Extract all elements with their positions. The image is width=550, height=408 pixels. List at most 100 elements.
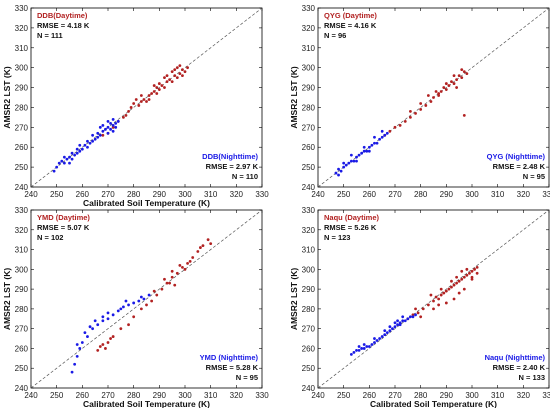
x-tick-label: 310 bbox=[491, 190, 505, 199]
daytime-point bbox=[175, 66, 179, 70]
daytime-point bbox=[439, 90, 443, 93]
daytime-point bbox=[173, 68, 177, 72]
nighttime-point bbox=[93, 319, 97, 323]
x-tick-label: 320 bbox=[517, 391, 531, 400]
daytime-point bbox=[444, 301, 448, 305]
daytime-point bbox=[181, 68, 184, 72]
nighttime-point bbox=[111, 123, 115, 127]
x-tick-label: 260 bbox=[363, 391, 377, 400]
x-tick-label: 280 bbox=[127, 391, 141, 400]
daytime-point bbox=[209, 242, 213, 246]
x-tick-label: 240 bbox=[311, 391, 325, 400]
daytime-point bbox=[432, 299, 435, 303]
daytime-point bbox=[181, 265, 184, 269]
daytime-point bbox=[460, 269, 464, 273]
daytime-point bbox=[170, 269, 174, 273]
nighttime-point bbox=[375, 339, 379, 342]
nighttime-point bbox=[137, 299, 141, 303]
daytime-point bbox=[173, 283, 177, 287]
nighttime-point bbox=[91, 139, 94, 143]
chart-panel-4: 240 250 260 270 280 290 300 310 320 330 240 250 260 2… bbox=[289, 206, 550, 408]
y-tick-label: 270 bbox=[302, 123, 316, 132]
nighttime-point bbox=[142, 297, 146, 301]
nighttime-label: DDB(Nighttime) bbox=[202, 152, 258, 161]
nighttime-point bbox=[398, 321, 402, 325]
nighttime-point bbox=[60, 159, 64, 163]
nighttime-point bbox=[139, 295, 143, 299]
daytime-point bbox=[465, 273, 469, 277]
daytime-point bbox=[96, 349, 100, 352]
daytime-point bbox=[475, 265, 479, 269]
x-tick-label: 240 bbox=[24, 190, 38, 199]
daytime-point bbox=[165, 80, 169, 83]
daytime-point bbox=[170, 275, 174, 279]
daytime-point bbox=[403, 119, 407, 123]
nighttime-point bbox=[360, 151, 364, 155]
nighttime-point bbox=[93, 137, 97, 141]
nighttime-n: N = 95 bbox=[523, 172, 545, 181]
daytime-label: YMD (Daytime) bbox=[37, 213, 90, 222]
nighttime-point bbox=[86, 145, 89, 149]
daytime-point bbox=[188, 260, 192, 263]
daytime-rmse: RMSE = 4.16 K bbox=[324, 21, 377, 30]
daytime-point bbox=[178, 263, 182, 267]
nighttime-point bbox=[337, 173, 340, 177]
nighttime-point bbox=[116, 309, 120, 313]
nighttime-point bbox=[385, 131, 389, 135]
daytime-point bbox=[465, 267, 469, 271]
daytime-label: QYG (Daytime) bbox=[324, 11, 377, 20]
y-tick-label: 270 bbox=[15, 123, 29, 132]
x-tick-label: 310 bbox=[204, 391, 218, 400]
nighttime-point bbox=[83, 143, 87, 147]
nighttime-point bbox=[70, 151, 74, 155]
nighttime-n: N = 133 bbox=[519, 373, 545, 382]
daytime-point bbox=[419, 102, 423, 105]
nighttime-point bbox=[91, 133, 94, 137]
daytime-point bbox=[173, 74, 177, 78]
y-tick-label: 280 bbox=[302, 305, 316, 314]
nighttime-point bbox=[334, 171, 338, 175]
daytime-point bbox=[163, 277, 166, 281]
daytime-point bbox=[468, 271, 471, 275]
daytime-point bbox=[111, 335, 115, 338]
daytime-rmse: RMSE = 4.18 K bbox=[37, 21, 90, 30]
nighttime-point bbox=[373, 135, 376, 139]
nighttime-point bbox=[406, 317, 410, 321]
daytime-point bbox=[442, 291, 446, 295]
y-tick-label: 290 bbox=[302, 84, 316, 93]
daytime-point bbox=[437, 92, 441, 95]
nighttime-point bbox=[337, 167, 340, 171]
y-tick-label: 270 bbox=[15, 325, 29, 334]
daytime-point bbox=[439, 287, 443, 291]
daytime-point bbox=[416, 311, 420, 315]
nighttime-n: N = 110 bbox=[232, 172, 258, 181]
y-tick-label: 310 bbox=[15, 44, 29, 53]
nighttime-point bbox=[383, 333, 387, 336]
nighttime-point bbox=[88, 325, 92, 329]
nighttime-rmse: RMSE = 2.48 K bbox=[493, 162, 546, 171]
y-tick-label: 260 bbox=[15, 143, 29, 152]
daytime-point bbox=[450, 285, 453, 289]
daytime-point bbox=[452, 74, 456, 78]
nighttime-point bbox=[96, 135, 100, 139]
daytime-point bbox=[139, 100, 143, 103]
nighttime-point bbox=[349, 153, 353, 157]
daytime-point bbox=[206, 238, 210, 242]
daytime-point bbox=[470, 277, 474, 281]
nighttime-point bbox=[380, 129, 384, 133]
nighttime-point bbox=[127, 303, 130, 307]
x-tick-label: 330 bbox=[255, 190, 269, 199]
y-tick-label: 320 bbox=[15, 226, 29, 235]
daytime-point bbox=[178, 72, 182, 76]
daytime-point bbox=[455, 78, 458, 81]
x-tick-label: 260 bbox=[76, 190, 90, 199]
daytime-rmse: RMSE = 5.07 K bbox=[37, 223, 90, 232]
daytime-point bbox=[109, 337, 112, 340]
nighttime-point bbox=[367, 149, 371, 153]
one-to-one-line bbox=[30, 7, 263, 188]
nighttime-point bbox=[70, 370, 74, 374]
nighttime-point bbox=[109, 121, 112, 125]
nighttime-point bbox=[393, 321, 397, 325]
nighttime-point bbox=[147, 293, 151, 297]
daytime-point bbox=[429, 293, 433, 297]
